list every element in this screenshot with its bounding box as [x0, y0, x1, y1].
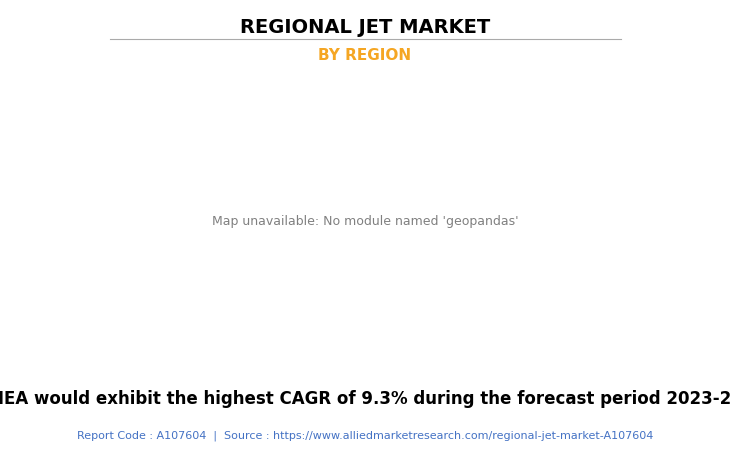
- Text: Report Code : A107604  |  Source : https://www.alliedmarketresearch.com/regional: Report Code : A107604 | Source : https:/…: [77, 430, 653, 441]
- Text: LAMEA would exhibit the highest CAGR of 9.3% during the forecast period 2023-203: LAMEA would exhibit the highest CAGR of …: [0, 390, 730, 408]
- Text: Map unavailable: No module named 'geopandas': Map unavailable: No module named 'geopan…: [212, 216, 518, 228]
- Text: REGIONAL JET MARKET: REGIONAL JET MARKET: [240, 18, 490, 37]
- Text: BY REGION: BY REGION: [318, 48, 412, 63]
